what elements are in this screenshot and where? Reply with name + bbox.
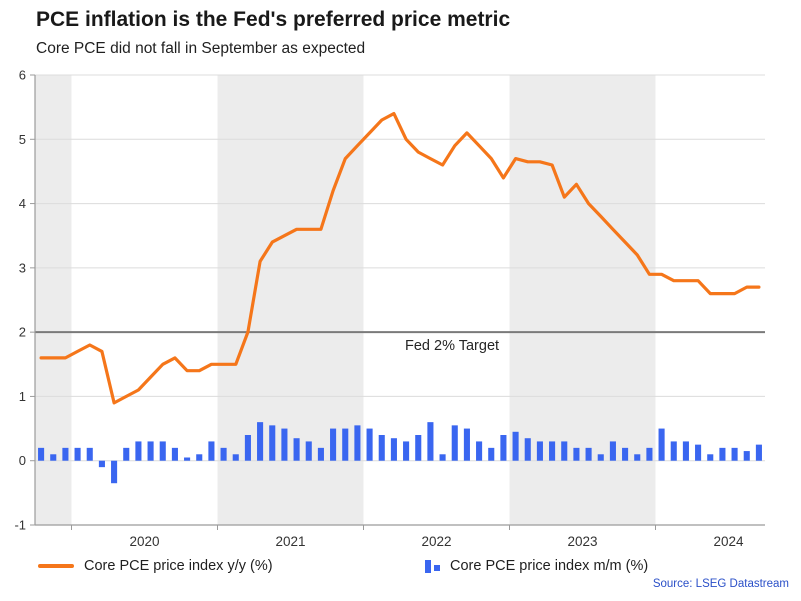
svg-text:4: 4 — [19, 196, 26, 211]
svg-text:2: 2 — [19, 325, 26, 340]
chart-title: PCE inflation is the Fed's preferred pri… — [36, 8, 511, 31]
x-axis-labels: 2020 2021 2022 2023 2024 — [71, 525, 744, 549]
svg-text:2023: 2023 — [567, 534, 597, 549]
line-swatch-icon — [38, 564, 74, 568]
legend-item-mm: Core PCE price index m/m (%) — [425, 558, 648, 574]
svg-text:0: 0 — [19, 453, 26, 468]
bar-swatch-icon — [425, 559, 440, 573]
yoy-line — [39, 112, 761, 405]
svg-text:1: 1 — [19, 389, 26, 404]
mm-bars — [38, 422, 762, 484]
legend-item-yoy: Core PCE price index y/y (%) — [38, 558, 273, 574]
axes — [34, 75, 765, 526]
svg-text:2024: 2024 — [713, 534, 744, 549]
svg-text:3: 3 — [19, 260, 26, 275]
svg-text:-1: -1 — [14, 518, 26, 533]
svg-text:2020: 2020 — [129, 534, 159, 549]
fed-target-label: Fed 2% Target — [405, 338, 500, 354]
legend-label-yoy: Core PCE price index y/y (%) — [84, 558, 273, 574]
chart-subtitle: Core PCE did not fall in September as ex… — [36, 40, 366, 57]
y-axis-labels: -1 0 1 2 3 4 5 6 — [14, 68, 35, 533]
year-bands — [35, 75, 656, 525]
legend-label-mm: Core PCE price index m/m (%) — [450, 558, 649, 574]
svg-text:6: 6 — [19, 68, 26, 83]
source-credit: Source: LSEG Datastream — [652, 578, 789, 590]
svg-text:2021: 2021 — [275, 534, 305, 549]
svg-text:2022: 2022 — [421, 534, 451, 549]
svg-text:5: 5 — [19, 132, 26, 147]
